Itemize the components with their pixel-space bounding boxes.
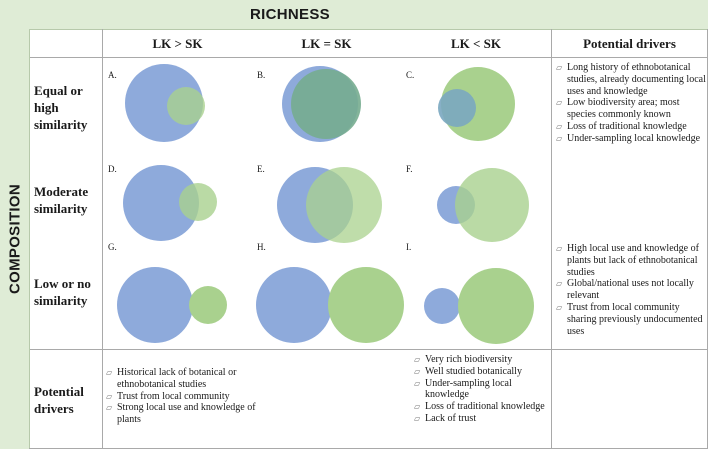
driver-item: ▱ High local use and knowledge of plants … [556, 243, 699, 278]
cell-f [437, 168, 529, 242]
column-header-lk-greater: LK > SK [152, 36, 203, 51]
cell-letter-a: A. [108, 70, 117, 80]
bullet-icon: ▱ [414, 413, 421, 423]
cell-g [117, 267, 227, 343]
richness-header-band [0, 0, 708, 30]
bullet-icon: ▱ [556, 302, 563, 312]
cell-c [438, 67, 515, 141]
grid-line [30, 57, 708, 58]
cell-letter-i: I. [406, 242, 412, 252]
drivers-list-high-similarity: ▱ Long history of ethnobotanical studies,… [556, 62, 706, 145]
bullet-icon: ▱ [106, 368, 113, 377]
driver-item: ▱ Under-sampling local knowledge [414, 377, 512, 401]
sk-circle [291, 69, 361, 139]
bullet-icon: ▱ [556, 98, 563, 108]
lk-circle [256, 267, 332, 343]
cell-e [277, 167, 382, 243]
cell-d [123, 165, 217, 241]
lk-circle [424, 288, 460, 324]
driver-item: ▱ Loss of traditional knowledge [414, 401, 545, 413]
sk-circle [179, 183, 217, 221]
driver-item: ▱ Very rich biodiversity [414, 354, 513, 365]
cell-i [424, 268, 534, 344]
driver-item: ▱ Long history of ethnobotanical studies,… [556, 62, 706, 97]
cell-letter-e: E. [257, 164, 265, 174]
sk-circle [455, 168, 529, 242]
cell-b [282, 66, 361, 142]
bullet-icon: ▱ [556, 63, 563, 72]
sk-circle [458, 268, 534, 344]
driver-item: ▱ Global/national uses not locally releva… [556, 278, 694, 302]
row-header-high-similarity: Equal or high similarity [34, 82, 88, 132]
sk-circle [306, 167, 382, 243]
bullet-icon: ▱ [106, 403, 113, 413]
driver-item: ▱ Lack of trust [414, 412, 477, 424]
driver-item: ▱ Trust from local community [106, 390, 230, 402]
column-header-lk-equal: LK = SK [301, 36, 352, 51]
drivers-list-lk-less: ▱ Very rich biodiversity ▱ Well studied bo… [414, 354, 550, 425]
column-header-drivers: Potential drivers [583, 36, 676, 51]
drivers-list-low-similarity: ▱ High local use and knowledge of plants … [556, 243, 706, 337]
driver-item: ▱ Historical lack of botanical or ethnobo… [106, 367, 237, 390]
row-header-drivers: Potential drivers [34, 384, 84, 416]
richness-title: RICHNESS [250, 6, 330, 23]
row-header-moderate-similarity: Moderate similarity [34, 184, 89, 216]
cell-letter-d: D. [108, 164, 117, 174]
driver-item: ▱ Under-sampling local knowledge [556, 132, 701, 144]
bullet-icon: ▱ [414, 402, 421, 412]
bullet-icon: ▱ [414, 355, 421, 364]
bullet-icon: ▱ [556, 279, 563, 289]
driver-item: ▱ Well studied botanically [414, 365, 522, 377]
driver-item: ▱ Strong local use and knowledge of plant… [106, 402, 256, 426]
cell-letter-h: H. [257, 242, 266, 252]
grid-line [30, 349, 708, 350]
driver-item: ▱ Low biodiversity area; most species com… [556, 97, 680, 121]
cell-letter-b: B. [257, 70, 266, 80]
bullet-icon: ▱ [414, 378, 421, 388]
lk-circle [123, 165, 199, 241]
driver-item: ▱ Loss of traditional knowledge [556, 120, 687, 132]
driver-item: ▱ Trust from local community sharing prev… [556, 301, 703, 337]
bullet-icon: ▱ [556, 244, 563, 253]
lk-circle [438, 89, 476, 127]
cell-letter-c: C. [406, 70, 415, 80]
sk-circle [328, 267, 404, 343]
sk-circle [167, 87, 205, 125]
drivers-list-lk-greater: ▱ Historical lack of botanical or ethnobo… [106, 367, 256, 426]
lk-circle [117, 267, 193, 343]
bullet-icon: ▱ [414, 366, 421, 376]
composition-side-band [0, 29, 30, 449]
cell-letter-f: F. [406, 164, 413, 174]
bullet-icon: ▱ [556, 121, 563, 131]
sk-circle [189, 286, 227, 324]
cell-h [256, 267, 404, 343]
cell-letter-g: G. [108, 242, 117, 252]
grid-line [102, 29, 103, 449]
grid-line [551, 29, 552, 449]
row-header-low-similarity: Low or no similarity [34, 276, 91, 308]
cell-a [125, 64, 205, 142]
bullet-icon: ▱ [556, 133, 563, 143]
bullet-icon: ▱ [106, 391, 113, 401]
column-header-lk-less: LK < SK [450, 36, 502, 51]
